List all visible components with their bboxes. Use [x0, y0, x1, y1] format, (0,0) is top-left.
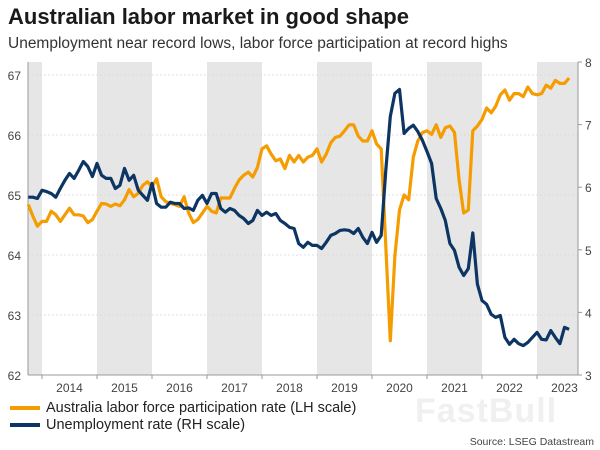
y-right-tick-label: 4: [585, 306, 592, 320]
chart-title: Australian labor market in good shape: [8, 4, 409, 29]
legend-swatch-orange: [10, 406, 40, 410]
y-left-tick-label: 64: [8, 249, 22, 263]
x-tick-label: 2022: [496, 381, 523, 395]
y-right-tick-label: 5: [585, 244, 592, 258]
y-right-tick-label: 6: [585, 181, 592, 195]
y-right-tick-label: 8: [585, 56, 592, 70]
y-left-tick-label: 65: [8, 189, 22, 203]
x-tick-label: 2020: [386, 381, 413, 395]
x-tick-label: 2016: [166, 381, 193, 395]
y-left-tick-label: 67: [8, 69, 22, 83]
series-lines: [26, 76, 571, 348]
participation-rate-line: [26, 76, 571, 343]
source-note: Source: LSEG Datastream: [469, 436, 594, 448]
shaded-band-2015: [97, 62, 152, 375]
y-left-tick-label: 62: [8, 369, 22, 383]
watermark-logo: FastBull: [415, 392, 558, 430]
unemployment-rate-line: [28, 87, 570, 348]
x-tick-label: 2014: [56, 381, 83, 395]
shaded-band-2019: [317, 62, 372, 375]
shaded-band-2023: [537, 62, 578, 375]
legend-label: Australia labor force participation rate…: [46, 400, 357, 416]
y-left-tick-label: 66: [8, 129, 22, 143]
y-right-tick-label: 7: [585, 119, 592, 133]
x-tick-label: 2021: [441, 381, 468, 395]
legend-item-participation: Australia labor force participation rate…: [10, 400, 356, 416]
legend-swatch-navy: [10, 423, 40, 427]
y-right-tick-label: 3: [585, 369, 592, 383]
x-tick-label: 2017: [221, 381, 248, 395]
shaded-band-2021: [427, 62, 482, 375]
x-tick-label: 2023: [551, 381, 578, 395]
legend-item-unemployment: Unemployment rate (RH scale): [10, 417, 245, 433]
x-tick-label: 2018: [276, 381, 303, 395]
legend-label: Unemployment rate (RH scale): [46, 417, 246, 433]
x-tick-label: 2015: [111, 381, 138, 395]
shaded-bands: [28, 62, 578, 375]
x-tick-label: 2019: [331, 381, 358, 395]
chart-subtitle: Unemployment near record lows, labor for…: [8, 35, 508, 52]
y-left-tick-label: 63: [8, 309, 22, 323]
